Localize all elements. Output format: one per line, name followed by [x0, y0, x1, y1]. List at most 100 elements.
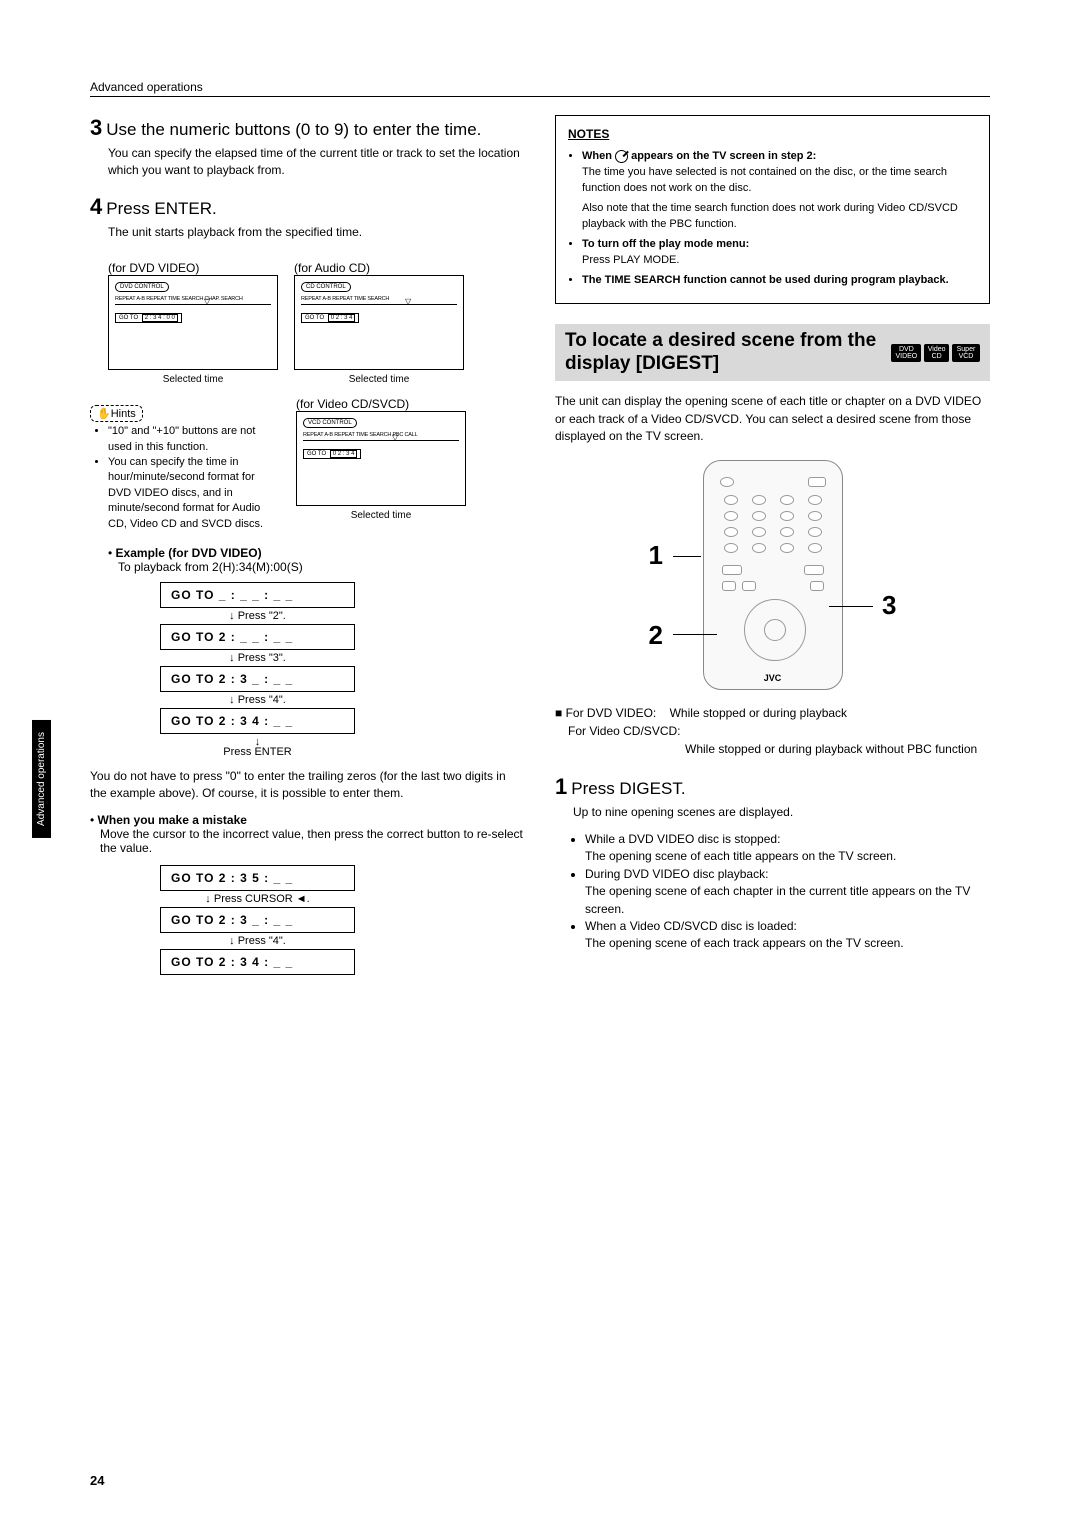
usage-dvd: ■ For DVD VIDEO: While stopped or during…: [555, 704, 990, 722]
hint-item: "10" and "+10" buttons are not used in t…: [108, 424, 280, 455]
notes-title: NOTES: [568, 126, 977, 143]
digest-bullet-body: The opening scene of each track appears …: [585, 936, 904, 950]
notes-when-rest: appears on the TV screen in step 2:: [631, 150, 816, 162]
usage-dvd-text: While stopped or during playback: [670, 706, 847, 720]
example-sub: To playback from 2(H):34(M):00(S): [118, 560, 525, 574]
goto-box: GO TO 2 : 3 5 : _ _: [160, 865, 355, 891]
osd-goto-label: GO TO: [307, 451, 326, 457]
step-3-title: Use the numeric buttons (0 to 9) to ente…: [106, 120, 481, 139]
section-bar: To locate a desired scene from the displ…: [555, 324, 990, 382]
notes-when-label: When: [582, 150, 612, 162]
remote-brand: JVC: [704, 673, 842, 683]
osd-dvd-sel: Selected time: [108, 374, 278, 385]
osd-vcd-val: 0 2 : 3 4: [330, 450, 358, 458]
digest-bullet: During DVD VIDEO disc playback:The openi…: [585, 866, 990, 918]
goto-box: GO TO _ : _ _ : _ _: [160, 582, 355, 608]
goto-box: GO TO 2 : 3 4 : _ _: [160, 949, 355, 975]
digest-body: Up to nine opening scenes are displayed.: [573, 804, 990, 821]
osd-dvd-goto: GO TO 2 : 3 4 : 0 0: [115, 313, 182, 323]
notes-when: When appears on the TV screen in step 2:…: [582, 149, 977, 233]
notes-box: NOTES When appears on the TV screen in s…: [555, 115, 990, 304]
goto-arrow: ↓ Press "2".: [160, 610, 355, 622]
right-column: NOTES When appears on the TV screen in s…: [555, 115, 990, 975]
notes-ts: The TIME SEARCH function cannot be used …: [582, 273, 977, 289]
goto-arrow: ↓ Press CURSOR ◄.: [160, 893, 355, 905]
osd-dvd-box: DVD CONTROL REPEAT A-B REPEAT TIME SEARC…: [108, 275, 278, 370]
section-intro: The unit can display the opening scene o…: [555, 393, 990, 445]
example-label-text: Example (for DVD VIDEO): [116, 546, 262, 560]
goto-box: GO TO 2 : 3 _ : _ _: [160, 907, 355, 933]
usage-dvd-label: ■ For DVD VIDEO:: [555, 706, 656, 720]
step-4-title: Press ENTER.: [106, 199, 217, 218]
usage-vcd-label: For Video CD/SVCD:: [568, 722, 990, 740]
prohibit-icon: [615, 150, 628, 163]
step-3-num: 3: [90, 115, 102, 140]
example-label: • Example (for DVD VIDEO): [108, 546, 525, 560]
goto-arrow: ↓ Press "3".: [160, 652, 355, 664]
osd-cd-sel: Selected time: [294, 374, 464, 385]
osd-dvd-tabs: REPEAT A-B REPEAT TIME SEARCH CHAP. SEAR…: [115, 294, 271, 305]
osd-vcd-goto: GO TO 0 2 : 3 4: [303, 449, 361, 459]
goto-box: GO TO 2 : _ _ : _ _: [160, 624, 355, 650]
usage-vcd-text: While stopped or during playback without…: [685, 740, 990, 758]
callout-2: 2: [649, 620, 663, 651]
callout-1: 1: [649, 540, 663, 571]
page-number: 24: [90, 1473, 104, 1488]
digest-bullet: When a Video CD/SVCD disc is loaded: The …: [585, 918, 990, 953]
osd-goto-label: GO TO: [305, 315, 324, 321]
section-title: To locate a desired scene from the displ…: [565, 330, 891, 376]
goto-sequence-1: GO TO _ : _ _ : _ _ ↓ Press "2". GO TO 2…: [160, 582, 525, 758]
goto-arrow: ↓ Press "4".: [160, 694, 355, 706]
hints-list: "10" and "+10" buttons are not used in t…: [100, 424, 280, 532]
osd-cd-tabs: REPEAT A-B REPEAT TIME SEARCH: [301, 294, 457, 305]
notes-turnoff-label: To turn off the play mode menu:: [582, 238, 749, 250]
osd-row-1: (for DVD VIDEO) DVD CONTROL REPEAT A-B R…: [108, 255, 525, 385]
osd-goto-label: GO TO: [119, 315, 138, 321]
digest-bullet-body: The opening scene of each title appears …: [585, 849, 896, 863]
badge-vcd: Video CD: [924, 344, 949, 362]
press-enter: Press ENTER: [160, 746, 355, 758]
digest-bullet: While a DVD VIDEO disc is stopped: The op…: [585, 831, 990, 866]
notes-ts-label: The TIME SEARCH function cannot be used …: [582, 274, 949, 286]
notes-when-body1: The time you have selected is not contai…: [582, 165, 977, 197]
goto-arrow: ↓ Press "4".: [160, 935, 355, 947]
osd-cd-box: CD CONTROL REPEAT A-B REPEAT TIME SEARCH…: [294, 275, 464, 370]
osd-cd-pill: CD CONTROL: [301, 282, 351, 292]
osd-cd-label: (for Audio CD): [294, 261, 464, 275]
digest-bullet-head: When a Video CD/SVCD disc is loaded:: [585, 919, 797, 933]
osd-vcd-pill: VCD CONTROL: [303, 418, 357, 428]
notes-when-body2: Also note that the time search function …: [582, 201, 977, 233]
digest-bullet-head: While a DVD VIDEO disc is stopped:: [585, 832, 780, 846]
badges: DVD VIDEO Video CD Super VCD: [891, 344, 980, 362]
page-header: Advanced operations: [90, 80, 990, 97]
goto-box: GO TO 2 : 3 _ : _ _: [160, 666, 355, 692]
zeros-note: You do not have to press "0" to enter th…: [90, 768, 525, 803]
digest-step: 1Press DIGEST. Up to nine opening scenes…: [555, 774, 990, 953]
callout-3: 3: [882, 590, 896, 621]
left-column: 3Use the numeric buttons (0 to 9) to ent…: [90, 115, 525, 975]
osd-cd-val: 0 2 : 3 4: [328, 314, 356, 322]
notes-turnoff-body: Press PLAY MODE.: [582, 253, 977, 269]
mistake-body: Move the cursor to the incorrect value, …: [100, 827, 525, 855]
mistake-label-text: When you make a mistake: [98, 813, 247, 827]
goto-sequence-2: GO TO 2 : 3 5 : _ _ ↓ Press CURSOR ◄. GO…: [160, 865, 525, 975]
mistake-label: • When you make a mistake: [90, 813, 525, 827]
hints-label: ✋Hints: [90, 405, 143, 422]
osd-dvd-val: 2 : 3 4 : 0 0: [142, 314, 178, 322]
step-4-body: The unit starts playback from the specif…: [108, 224, 525, 241]
osd-vcd-label: (for Video CD/SVCD): [296, 397, 466, 411]
osd-dvd-pill: DVD CONTROL: [115, 282, 169, 292]
step-4: 4Press ENTER. The unit starts playback f…: [90, 194, 525, 241]
badge-dvd: DVD VIDEO: [891, 344, 921, 362]
osd-vcd-box: VCD CONTROL REPEAT A-B REPEAT TIME SEARC…: [296, 411, 466, 506]
goto-box: GO TO 2 : 3 4 : _ _: [160, 708, 355, 734]
digest-bullet-head: During DVD VIDEO disc playback:: [585, 867, 768, 881]
osd-dvd-label: (for DVD VIDEO): [108, 261, 278, 275]
digest-num: 1: [555, 774, 567, 799]
digest-title: Press DIGEST.: [571, 779, 685, 798]
side-tab: Advanced operations: [32, 720, 51, 838]
osd-vcd-tabs: REPEAT A-B REPEAT TIME SEARCH PBC CALL: [303, 430, 459, 441]
badge-svcd: Super VCD: [952, 344, 980, 362]
osd-cd-goto: GO TO 0 2 : 3 4: [301, 313, 359, 323]
osd-vcd-sel: Selected time: [296, 510, 466, 521]
